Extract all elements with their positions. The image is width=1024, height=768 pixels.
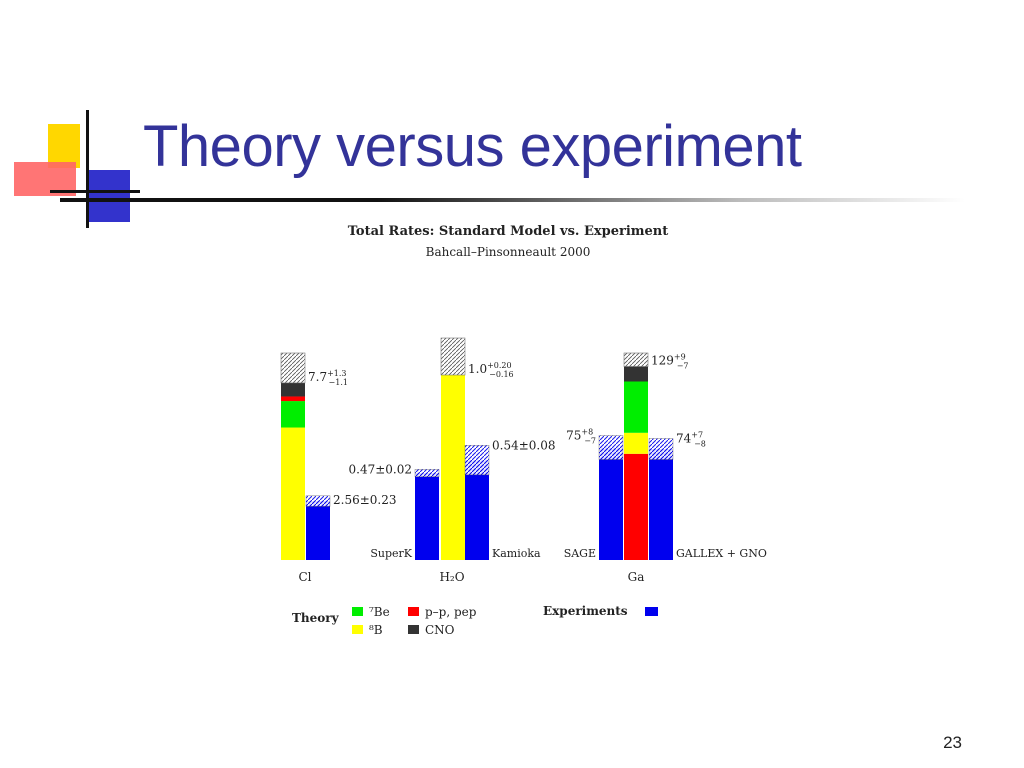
experiment-value-label: 0.47±0.02 [349,462,413,476]
theory-error-hatch [440,337,466,376]
theory-segment-8B [624,432,648,454]
experiment-name-label: GALLEX + GNO [676,547,767,560]
legend-label-7Be: ⁷Be [369,605,390,619]
legend-experiments-title: Experiments [543,604,628,618]
experiment-value-label: 2.56±0.23 [333,493,397,507]
theory-segment-8B [281,427,305,560]
experiment-bar [599,447,623,560]
theory-error-hatch [623,352,649,367]
group-name-label: Ga [628,570,645,584]
legend-label-CNO: CNO [425,623,455,637]
theory-segment-7Be [281,401,305,428]
chart-title: Total Rates: Standard Model vs. Experime… [348,224,669,239]
group-name-label: H₂O [439,570,464,584]
experiment-error-hatch [598,435,624,460]
theory-value-label: 129+9 −7 [651,353,689,371]
theory-segment-pp_pep [281,396,305,402]
theory-value-label: 1.0+0.20 −0.16 [468,361,514,379]
legend-label-pp_pep: p–p, pep [425,605,477,619]
theory-segment-7Be [624,381,648,433]
theory-segment-pp_pep [624,453,648,560]
legend-label-8B: ⁸B [369,623,383,637]
bars-layer: 7.7+1.3 −1.1 2.56±0.23 Cl 1.0+0.20 −0.16 0.47±… [280,337,767,584]
yellow-square [48,124,80,168]
deco-horizontal-line [50,190,140,193]
experiment-error-hatch [305,495,331,507]
legend-swatch-pp_pep [408,607,419,616]
experiment-error-hatch [464,445,490,476]
legend-swatch-experiments [645,607,658,616]
experiment-bar [649,449,673,560]
legend-swatch-8B [352,625,363,634]
legend-theory-title: Theory [292,611,340,625]
experiment-error-hatch [414,469,440,477]
chart-subtitle: Bahcall–Pinsonneault 2000 [426,245,591,259]
theory-segment-CNO [624,366,648,382]
blue-square [88,170,130,222]
theory-error-hatch [280,352,306,384]
title-rule [60,198,965,202]
experiment-bar [465,460,489,560]
slide-title: Theory versus experiment [143,114,802,179]
experiment-name-label: Kamioka [492,547,541,560]
experiment-bar [306,501,330,560]
theory-segment-CNO [281,382,305,397]
theory-segment-8B [441,375,465,560]
experiment-name-label: SAGE [564,547,596,560]
legend-swatch-7Be [352,607,363,616]
experiment-value-label: 0.54±0.08 [492,438,556,452]
experiment-error-hatch [648,438,674,460]
experiment-value-label: 75+8 −7 [566,428,596,446]
page-number: 23 [943,733,962,752]
group-name-label: Cl [298,570,311,584]
deco-vertical-line [86,110,89,228]
legend-swatch-CNO [408,625,419,634]
title-decoration [14,110,140,228]
theory-value-label: 7.7+1.3 −1.1 [308,369,348,387]
experiment-name-label: SuperK [370,547,412,560]
legend: Theory ⁷Be p–p, pep ⁸B CNO Experiments [292,604,658,637]
experiment-bar [415,473,439,560]
experiment-value-label: 74+7 −8 [676,431,706,449]
